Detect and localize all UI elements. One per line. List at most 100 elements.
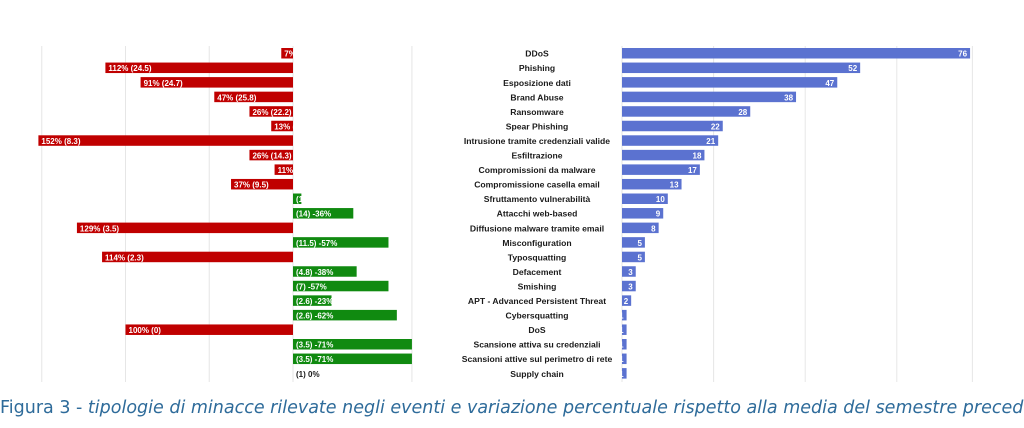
- count-bar: [622, 208, 664, 219]
- category-label: Scansione attiva su credenziali: [473, 340, 600, 350]
- change-bar-increase: [105, 62, 294, 74]
- count-value-label: 47: [825, 79, 834, 88]
- count-value-label: 18: [693, 152, 702, 161]
- count-value-label: 17: [688, 166, 697, 175]
- count-bar: [622, 295, 632, 306]
- count-bar: [622, 324, 627, 335]
- change-bar-decrease: [293, 266, 357, 277]
- change-bar-decrease: [293, 193, 302, 204]
- count-value-label: 5: [637, 239, 642, 248]
- change-bar-increase: [76, 222, 293, 234]
- change-bar-decrease: [293, 237, 389, 248]
- count-bar: [622, 266, 636, 277]
- category-label: DDoS: [525, 49, 549, 59]
- change-value-label: 26% (14.3): [252, 152, 291, 161]
- change-value-label: 114% (2.3): [105, 253, 144, 262]
- change-value-label: (2.6) -62%: [296, 312, 333, 321]
- count-bar: [622, 309, 627, 321]
- change-value-label: 47% (25.8): [217, 93, 256, 102]
- caption-prefix: Figura 3 -: [0, 398, 88, 418]
- change-bar-decrease: [293, 353, 412, 365]
- change-bar-decrease: [293, 280, 389, 292]
- count-bar: [622, 222, 659, 234]
- figure-caption: Figura 3 - tipologie di minacce rilevate…: [0, 398, 1024, 418]
- change-bar-decrease: [293, 295, 332, 306]
- count-value-label: 2: [624, 297, 629, 306]
- count-bar: [622, 48, 971, 59]
- change-value-label: 152% (8.3): [41, 137, 80, 146]
- category-label: Spear Phishing: [506, 121, 569, 131]
- category-label: Intrusione tramite credenziali valide: [464, 136, 610, 146]
- count-bar: [622, 368, 627, 379]
- change-bar-increase: [249, 149, 293, 161]
- change-value-label: 7% (71): [284, 50, 312, 59]
- caption-text: tipologie di minacce rilevate negli even…: [87, 398, 1024, 418]
- count-value-label: 9: [656, 210, 661, 219]
- category-label: Defacement: [513, 267, 562, 277]
- count-value-label: 1: [619, 326, 624, 335]
- category-label: Compromissione casella email: [474, 180, 600, 190]
- count-bar: [622, 149, 705, 161]
- count-value-label: 1: [619, 312, 624, 321]
- count-bar: [622, 135, 719, 146]
- count-value-label: 3: [628, 268, 633, 277]
- count-bar: [622, 280, 636, 292]
- category-label: Phishing: [519, 63, 555, 73]
- change-value-label: 112% (24.5): [108, 64, 151, 73]
- category-label: Diffusione malware tramite email: [470, 223, 604, 233]
- category-label: Typosquatting: [508, 252, 567, 262]
- count-bar: [622, 178, 682, 190]
- category-label: Esfiltrazione: [511, 151, 562, 161]
- change-bar-increase: [214, 91, 293, 103]
- change-chart-labels: 7% (71) 112% (24.5) 91% (24.7) 47% (25.8) 26…: [41, 50, 337, 379]
- change-value-label: 37% (9.5): [234, 181, 269, 190]
- change-value-label: (14) -36%: [296, 210, 331, 219]
- category-label: Esposizione dati: [503, 78, 571, 88]
- count-value-label: 28: [738, 108, 747, 117]
- change-bar-increase: [231, 178, 293, 190]
- count-value-label: 1: [619, 355, 624, 364]
- change-bar-increase: [38, 135, 294, 146]
- category-label: Ransomware: [510, 107, 564, 117]
- category-label: Scansioni attive sul perimetro di rete: [462, 354, 613, 364]
- category-label: Cybersquatting: [505, 311, 568, 321]
- count-value-label: 1: [619, 341, 624, 350]
- category-label: DoS: [528, 325, 545, 335]
- category-label: Misconfiguration: [502, 238, 571, 248]
- category-label: Supply chain: [510, 369, 563, 379]
- count-bar: [622, 353, 627, 365]
- count-bar: [622, 237, 645, 248]
- count-value-label: 38: [784, 93, 793, 102]
- count-value-label: 52: [848, 64, 857, 73]
- count-bar: [622, 164, 700, 175]
- change-value-label: (7) -57%: [296, 282, 327, 291]
- count-value-label: 10: [656, 195, 665, 204]
- count-value-label: 22: [711, 122, 720, 131]
- count-bar: [622, 120, 723, 132]
- change-bar-decrease: [293, 339, 412, 350]
- count-bar: [622, 77, 838, 88]
- change-value-label: (4.8) -38%: [296, 268, 333, 277]
- change-value-label: 26% (22.2): [252, 108, 291, 117]
- change-bar-increase: [274, 164, 293, 175]
- category-label: Compromissioni da malware: [478, 165, 595, 175]
- change-value-label: 91% (24.7): [144, 79, 183, 88]
- count-value-label: 76: [958, 50, 967, 59]
- change-bar-increase: [125, 324, 293, 335]
- change-value-label: (11.5) -57%: [296, 239, 337, 248]
- change-bar-decrease: [293, 208, 354, 219]
- count-value-label: 13: [670, 181, 679, 190]
- category-label: Smishing: [518, 281, 557, 291]
- change-bar-increase: [271, 120, 293, 132]
- change-value-label: (10.5) -5%: [296, 195, 333, 204]
- change-value-label: (3.5) -71%: [296, 341, 333, 350]
- change-value-label: 129% (3.5): [80, 224, 119, 233]
- change-bar-decrease: [293, 309, 397, 321]
- count-value-label: 8: [651, 224, 656, 233]
- count-bar: [622, 91, 797, 103]
- count-bar: [622, 106, 751, 117]
- change-chart-bars: [38, 48, 412, 365]
- count-bar: [622, 193, 668, 204]
- change-value-label: (2.6) -23%: [296, 297, 333, 306]
